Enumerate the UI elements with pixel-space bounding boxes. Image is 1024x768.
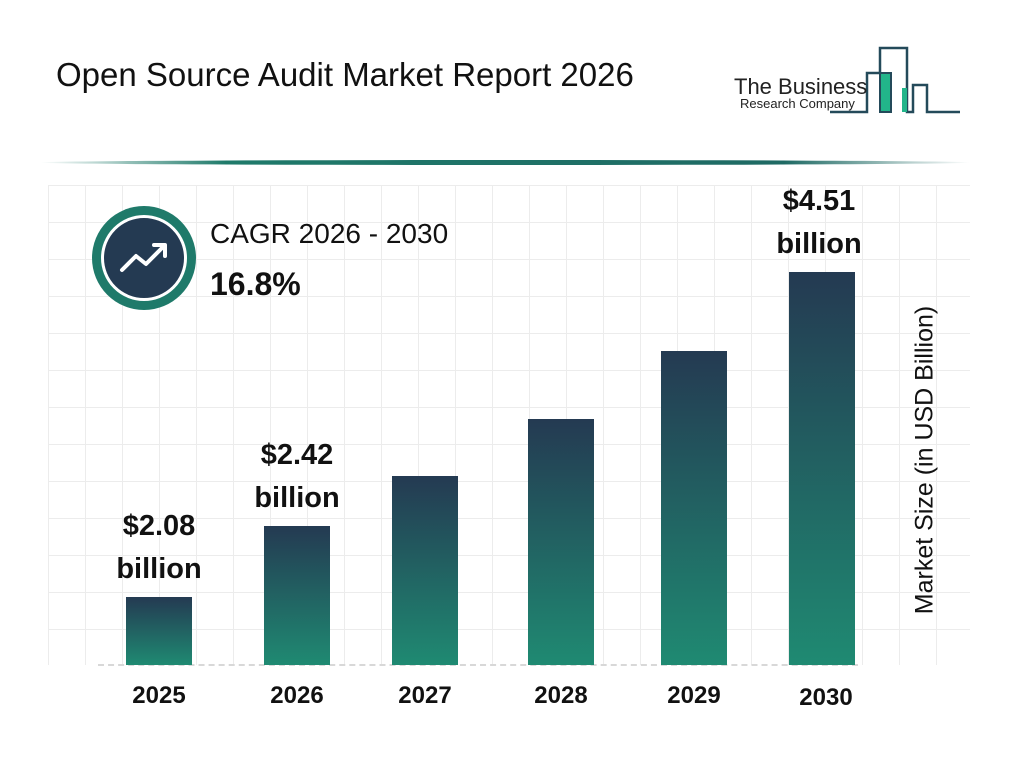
x-tick-label: 2027 <box>398 682 452 709</box>
cagr-label: CAGR 2026 - 2030 <box>210 218 449 249</box>
bar-2028 <box>528 419 594 665</box>
x-tick-label: 2028 <box>534 682 588 709</box>
header-divider <box>40 160 970 165</box>
bar-2030 <box>789 272 855 665</box>
data-label: $4.51 billion <box>776 185 862 261</box>
cagr-badge <box>92 206 196 310</box>
x-tick-label: 2026 <box>270 682 324 709</box>
x-tick-label: 2025 <box>132 682 186 709</box>
logo-text-line2: Research Company <box>740 96 855 111</box>
data-label: $2.08 billion <box>116 510 202 586</box>
bar-2025 <box>126 597 192 665</box>
logo-text-line1: The Business <box>734 74 868 99</box>
x-axis-baseline <box>98 664 858 666</box>
trending-up-icon <box>120 243 167 272</box>
x-tick-label: 2029 <box>667 682 721 709</box>
cagr-value: 16.8% <box>210 266 301 302</box>
x-tick-label: 2030 <box>799 684 853 711</box>
logo-buildings-icon <box>830 46 960 114</box>
page-title: Open Source Audit Market Report 2026 <box>56 56 634 93</box>
bar-2026 <box>264 526 330 665</box>
bar-2029 <box>661 351 727 665</box>
y-axis-label: Market Size (in USD Billion) <box>910 305 939 615</box>
bar-2027 <box>392 476 458 665</box>
data-label: $2.42 billion <box>254 439 340 514</box>
